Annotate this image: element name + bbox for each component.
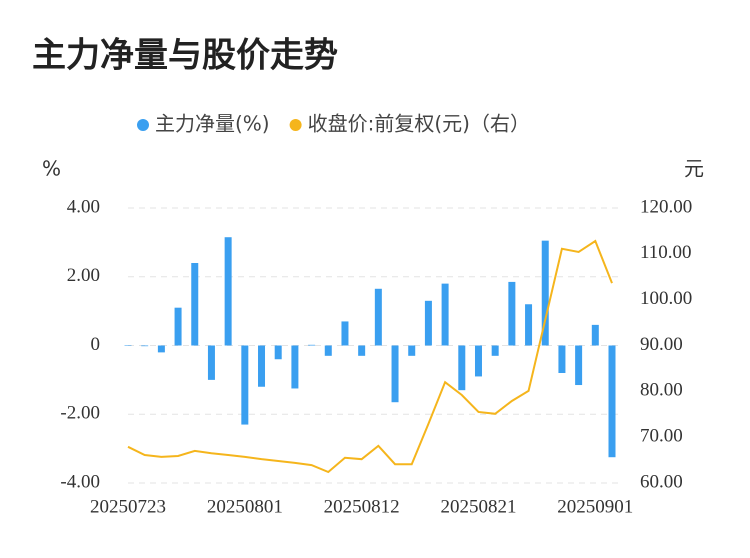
y-tick-label: 2.00 [67,265,100,286]
bar [274,345,282,360]
y2-tick-label: 80.00 [640,380,683,401]
bar [358,345,366,356]
bar [291,345,299,389]
y2-axis-label: 元 [684,157,704,181]
y2-tick-label: 60.00 [640,471,683,492]
y2-tick-label: 90.00 [640,334,683,355]
x-tick-label: 20250723 [90,496,166,517]
legend-label: 主力净量(%) [155,112,270,136]
price-line [127,239,613,474]
bar [508,281,516,346]
bar [141,345,149,347]
y-tick-label: -2.00 [60,403,100,424]
legend-marker [289,119,302,131]
bar [541,240,549,346]
bar [391,345,399,403]
y2-tick-label: 120.00 [640,196,692,217]
bar [241,345,249,425]
bar [408,345,416,356]
bar [525,304,533,346]
chart-title: 主力净量与股价走势 [32,36,338,76]
bar [474,345,482,377]
bar [174,307,182,346]
x-tick-label: 20250801 [207,496,283,517]
x-tick-label: 20250812 [324,496,400,517]
y-tick-label: -4.00 [60,471,100,492]
bar [591,324,599,346]
bar [124,345,132,346]
bar [458,345,466,391]
bar [258,345,266,387]
y-tick-label: 4.00 [67,196,100,217]
x-tick-label: 20250821 [440,496,516,517]
bar [224,237,232,346]
bar [608,345,616,458]
bar [207,345,215,380]
bar [575,345,583,386]
y2-tick-label: 110.00 [640,242,692,263]
bar [424,300,432,346]
y-axis-label: % [42,157,61,181]
bar [191,263,199,346]
x-tick-label: 20250901 [557,496,633,517]
legend-label: 收盘价:前复权(元)（右） [308,112,530,136]
bar [308,344,316,346]
bar [341,321,349,346]
y-tick-label: 0 [91,334,101,355]
bar [374,288,382,346]
bar [441,283,449,346]
y2-tick-label: 100.00 [640,288,692,309]
bar [491,345,499,356]
bar [558,345,566,373]
bar [324,345,332,356]
y2-tick-label: 70.00 [640,426,683,447]
bar [157,345,165,353]
legend-marker [137,119,149,131]
